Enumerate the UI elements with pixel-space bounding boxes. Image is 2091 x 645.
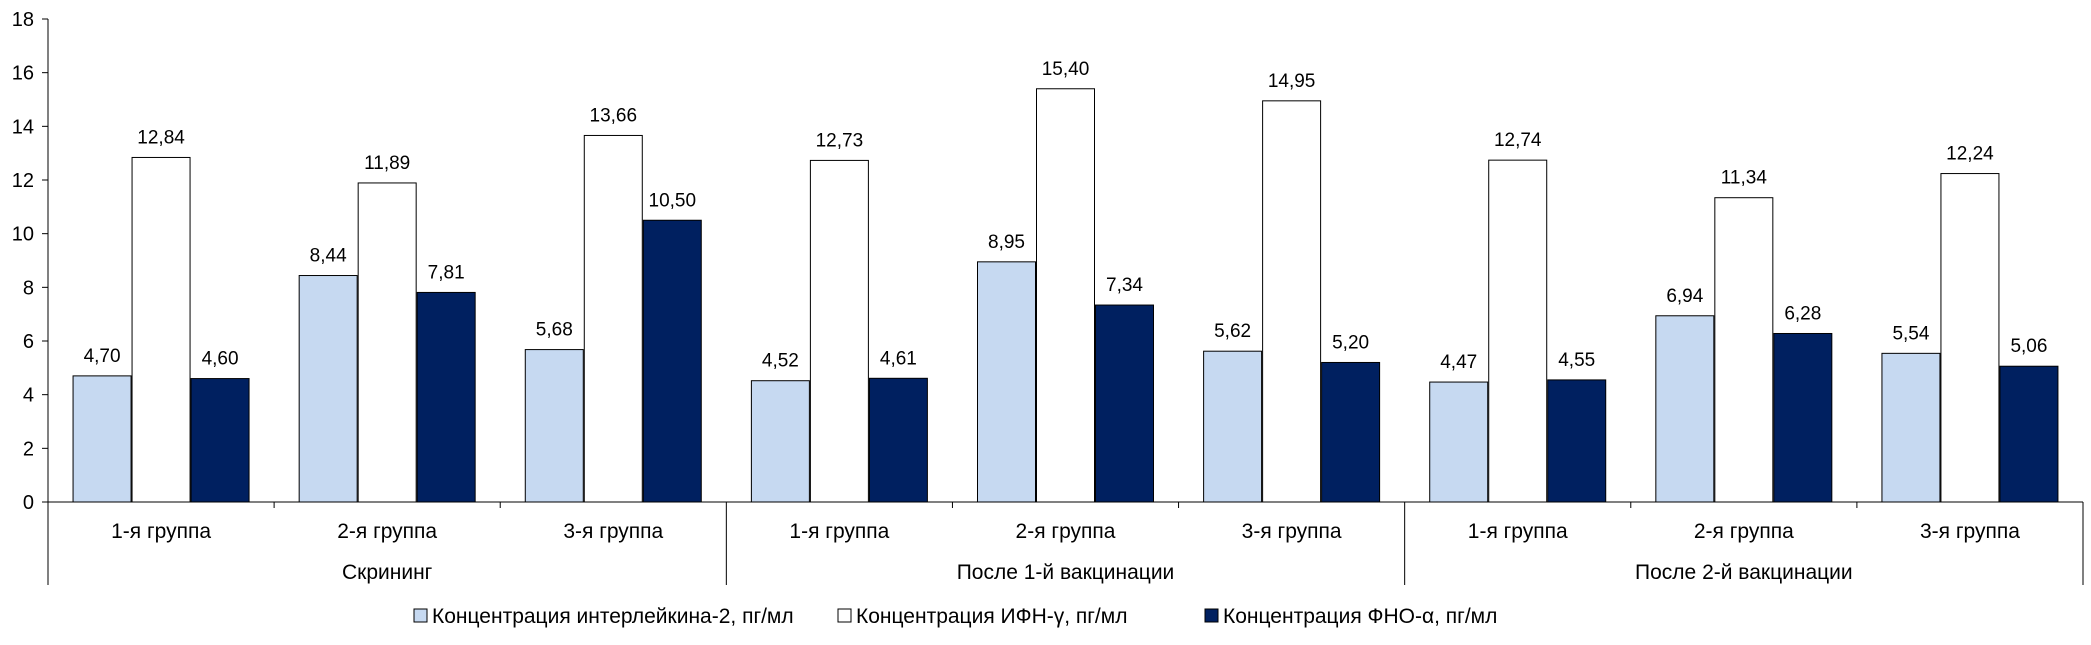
bar [357, 182, 417, 503]
data-label: 8,95 [988, 232, 1025, 253]
y-tick-label: 10 [12, 224, 34, 246]
category-label: 3-я группа [563, 520, 663, 543]
legend-label: Концентрация ИФН-γ, пг/мл [856, 605, 1127, 628]
y-tick-label: 12 [12, 170, 34, 192]
data-label: 5,06 [2010, 336, 2047, 357]
bar [1203, 350, 1263, 503]
category-label: 2-я группа [1016, 520, 1116, 543]
bar [750, 380, 810, 503]
bar [1488, 159, 1548, 503]
bar [190, 378, 250, 503]
data-label: 7,34 [1106, 275, 1143, 296]
bar [1036, 88, 1095, 503]
category-label: 2-я группа [1694, 520, 1794, 543]
bar [1714, 197, 1774, 503]
data-label: 8,44 [310, 246, 347, 267]
bar [583, 134, 643, 503]
group-label: Скрининг [342, 561, 433, 584]
legend: Концентрация интерлейкина-2, пг/мл Концен… [413, 605, 1497, 628]
bar [1321, 361, 1381, 503]
legend-swatch [413, 608, 428, 623]
y-tick-label: 14 [12, 116, 34, 138]
legend-swatch [837, 608, 852, 623]
category-label: 3-я группа [1920, 520, 2020, 543]
data-label: 12,73 [816, 130, 864, 151]
category-label: 1-я группа [111, 520, 211, 543]
bar [1547, 379, 1607, 503]
bar [1773, 332, 1833, 503]
bar [868, 377, 928, 503]
bar [642, 219, 702, 503]
data-label: 15,40 [1042, 59, 1090, 80]
category-label: 1-я группа [1468, 520, 1568, 543]
data-label: 5,20 [1332, 332, 1369, 353]
data-label: 4,55 [1558, 350, 1595, 371]
bar [131, 156, 191, 503]
bar [1940, 173, 2000, 503]
bar [416, 291, 476, 503]
data-label: 10,50 [649, 190, 697, 211]
data-label: 4,61 [880, 348, 917, 369]
plot-area: 0 2 4 6 8 10 12 14 16 18 4,70 8,44 5,68 4,52 8,95 5,62 4… [12, 9, 2084, 585]
y-tick-label: 16 [12, 63, 34, 85]
y-tick-label: 4 [23, 385, 34, 407]
data-label: 5,54 [1892, 323, 1929, 344]
y-tick-label: 2 [23, 438, 34, 460]
data-label: 14,95 [1268, 71, 1316, 92]
data-label: 4,47 [1440, 352, 1477, 373]
data-label: 12,84 [137, 127, 185, 148]
bar [298, 275, 358, 503]
bar [1999, 365, 2059, 503]
y-tick-label: 8 [23, 277, 34, 299]
group-label: После 2-й вакцинации [1635, 561, 1853, 584]
bar [977, 261, 1036, 503]
legend-swatch [1204, 608, 1219, 623]
category-label: 1-я группа [789, 520, 889, 543]
data-label: 5,68 [536, 320, 573, 341]
data-label: 11,89 [364, 153, 410, 174]
y-tick-label: 6 [23, 331, 34, 353]
y-tick-label: 0 [23, 492, 34, 514]
bar [524, 349, 584, 503]
data-label: 12,74 [1494, 130, 1542, 151]
data-label: 11,34 [1721, 168, 1768, 189]
data-label: 6,28 [1784, 303, 1821, 324]
category-label: 3-я группа [1242, 520, 1342, 543]
legend-label: Концентрация интерлейкина-2, пг/мл [432, 605, 794, 628]
bar [1095, 304, 1154, 503]
bar [72, 375, 132, 503]
data-label: 12,24 [1946, 144, 1994, 165]
bar [1655, 315, 1715, 503]
legend-label: Концентрация ФНО-α, пг/мл [1223, 605, 1497, 628]
data-label: 4,70 [84, 346, 121, 367]
data-label: 5,62 [1214, 321, 1251, 342]
bar [1262, 100, 1322, 503]
data-label: 6,94 [1666, 286, 1703, 307]
group-label: После 1-й вакцинации [957, 561, 1175, 584]
category-label: 2-я группа [337, 520, 437, 543]
bar [809, 159, 869, 503]
bar [1881, 352, 1941, 503]
y-tick-label: 18 [12, 9, 34, 31]
data-label: 4,60 [202, 349, 239, 370]
data-label: 13,66 [590, 105, 638, 126]
data-label: 7,81 [428, 262, 465, 283]
data-label: 4,52 [762, 351, 799, 372]
bar [1429, 381, 1489, 503]
